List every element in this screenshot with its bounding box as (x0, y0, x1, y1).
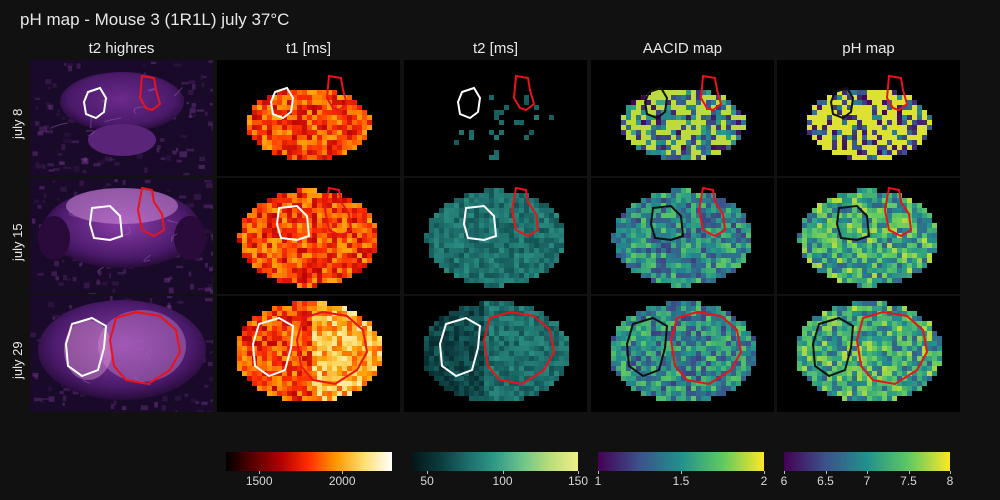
aacid-map-2 (591, 178, 774, 294)
column-title: t1 [ms] (285, 40, 331, 57)
colorbar-tick-label: 6.5 (817, 474, 834, 488)
colorbar-tick-mark (598, 471, 599, 474)
colorbar-tick-label: 6 (780, 474, 788, 488)
row-label: july 15 (10, 222, 25, 261)
colorbar-tick-label: 150 (567, 474, 589, 488)
colorbar-tick-mark (259, 471, 261, 474)
row-label: july 29 (10, 340, 25, 379)
colorbar-tick-mark (578, 471, 579, 474)
roi-left-outline (835, 204, 871, 242)
column-title: t2 [ms] (472, 40, 518, 57)
column-title: t2 highres (88, 40, 155, 57)
colorbar-tick-mark (908, 471, 910, 474)
colorbar-tick-mark (502, 471, 504, 474)
roi-right-outline (138, 74, 162, 112)
ph-map-1 (777, 60, 960, 176)
roi-left-outline (64, 316, 108, 378)
t2-map-1 (404, 60, 587, 176)
roi-right-outline (885, 74, 909, 112)
ph-map-3 (777, 296, 960, 412)
roi-left-outline (275, 204, 311, 242)
t1-map-1 (217, 60, 400, 176)
roi-right-outline (482, 310, 556, 386)
roi-left-outline (251, 316, 295, 378)
colorbar-tick-mark (950, 471, 951, 474)
roi-right-outline (108, 310, 182, 386)
colorbar-tick-mark (342, 471, 344, 474)
t1-colorbar (226, 452, 392, 471)
t2-highres-image-2 (30, 178, 213, 294)
roi-left-outline (82, 86, 108, 120)
t2-map-2 (404, 178, 587, 294)
column-title: pH map (842, 40, 895, 57)
colorbar-tick-label: 100 (492, 474, 513, 488)
roi-left-outline (456, 86, 482, 120)
figure-title: pH map - Mouse 3 (1R1L) july 37°C (20, 10, 290, 29)
roi-left-outline (643, 86, 669, 120)
colorbar-tick-label: 2000 (328, 474, 356, 488)
colorbar-tick-label: 1 (594, 474, 602, 488)
roi-left-outline (625, 316, 669, 378)
colorbar-tick-label: 2 (760, 474, 768, 488)
ph-map-2 (777, 178, 960, 294)
roi-left-outline (829, 86, 855, 120)
colorbar-tick-mark (825, 471, 827, 474)
t1-map-2 (217, 178, 400, 294)
roi-left-outline (438, 316, 482, 378)
roi-right-outline (697, 186, 727, 238)
colorbar-tick-label: 7.5 (900, 474, 917, 488)
aacid-map-3 (591, 296, 774, 412)
colorbar-tick-label: 1500 (245, 474, 273, 488)
roi-right-outline (855, 310, 929, 386)
aacid-colorbar (598, 452, 764, 471)
row-label: july 8 (10, 108, 25, 139)
roi-left-outline (269, 86, 295, 120)
t2-map-3 (404, 296, 587, 412)
colorbar-tick-mark (784, 471, 785, 474)
colorbar-tick-mark (427, 471, 429, 474)
colorbar-tick-label: 1.5 (672, 474, 690, 488)
roi-right-outline (136, 186, 166, 238)
roi-right-outline (883, 186, 913, 238)
colorbar-tick-label: 50 (420, 474, 434, 488)
colorbar-tick-mark (681, 471, 682, 474)
roi-left-outline (811, 316, 855, 378)
roi-left-outline (649, 204, 685, 242)
roi-right-outline (699, 74, 723, 112)
ph-colorbar (784, 452, 950, 471)
roi-right-outline (512, 74, 536, 112)
aacid-map-1 (591, 60, 774, 176)
t2-highres-image-1 (30, 60, 213, 176)
colorbar-tick-mark (764, 471, 765, 474)
roi-right-outline (325, 74, 349, 112)
colorbar-tick-label: 7 (863, 474, 871, 488)
roi-right-outline (295, 310, 369, 386)
roi-right-outline (669, 310, 743, 386)
colorbar-tick-label: 8 (946, 474, 954, 488)
roi-left-outline (88, 204, 124, 242)
roi-right-outline (510, 186, 540, 238)
t2-colorbar (412, 452, 578, 471)
t1-map-3 (217, 296, 400, 412)
roi-right-outline (323, 186, 353, 238)
column-title: AACID map (642, 40, 723, 57)
t2-highres-image-3 (30, 296, 213, 412)
colorbar-tick-mark (867, 471, 868, 474)
roi-left-outline (462, 204, 498, 242)
